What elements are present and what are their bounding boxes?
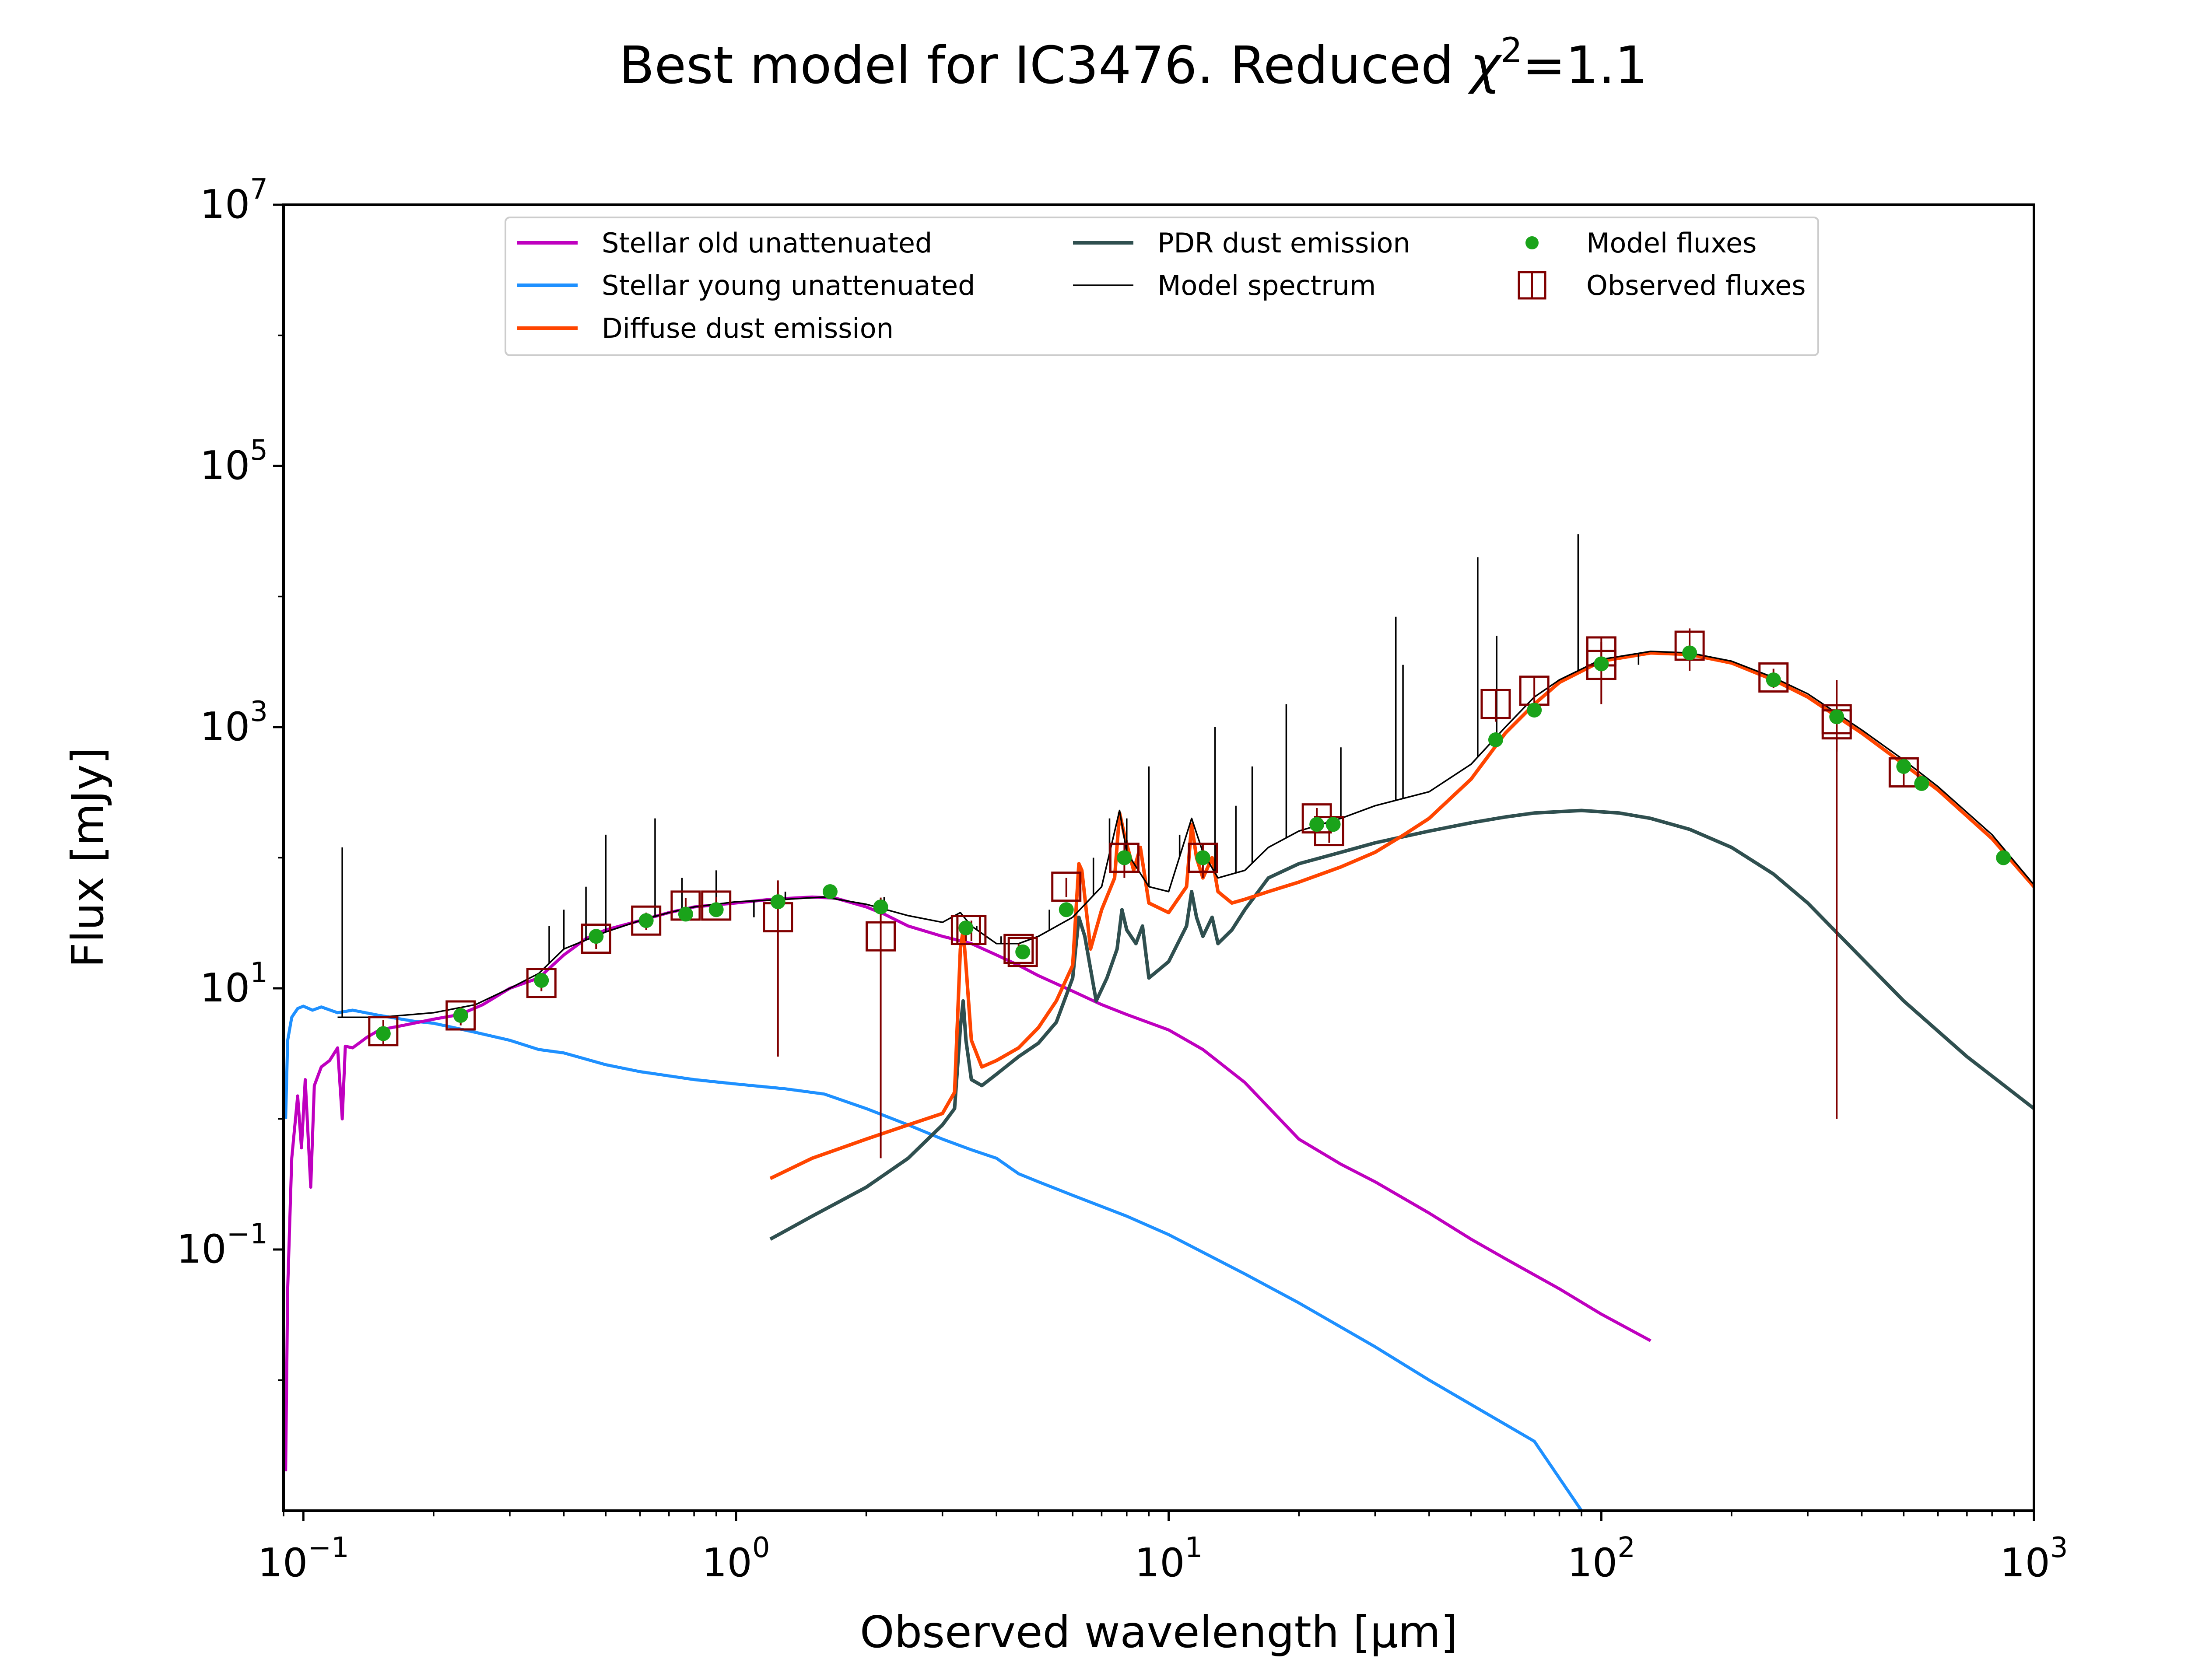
observed-flux-marker bbox=[1188, 843, 1218, 873]
legend-item-model-spectrum: Model spectrum bbox=[1073, 270, 1376, 301]
y-axis: 10−1 101 103 105 107 bbox=[176, 173, 284, 1381]
series-line-stellar-young-unattenuated bbox=[284, 1004, 1583, 1511]
model-flux-point bbox=[958, 920, 974, 935]
model-flux-point bbox=[453, 1008, 468, 1023]
model-flux-point bbox=[1594, 656, 1609, 672]
y-axis-label: Flux [mJy] bbox=[62, 747, 113, 968]
legend-item-model-fluxes: Model fluxes bbox=[1525, 227, 1757, 259]
plot-frame bbox=[282, 203, 2035, 1512]
x-axis: 10−1 100 101 102 103 bbox=[258, 1511, 2068, 1586]
model-flux-point bbox=[1015, 944, 1031, 959]
legend-label: Model fluxes bbox=[1586, 227, 1757, 259]
observed-flux-marker bbox=[631, 905, 662, 936]
observed-flux-marker bbox=[956, 915, 987, 945]
series-line-pdr-dust-emission bbox=[769, 808, 2034, 1241]
observed-flux-marker bbox=[1758, 662, 1789, 693]
model-flux-point bbox=[708, 902, 724, 917]
model-flux-point bbox=[534, 973, 549, 988]
y-tick-label: 103 bbox=[200, 696, 268, 750]
observed-flux-marker bbox=[1888, 757, 1919, 788]
legend-item-stellar-old-unattenuated: Stellar old unattenuated bbox=[517, 227, 932, 259]
observed-flux-marker bbox=[701, 890, 732, 921]
legend-item-stellar-young-unattenuated: Stellar young unattenuated bbox=[517, 270, 975, 301]
legend-swatch bbox=[1525, 236, 1539, 249]
x-axis-label: Observed wavelength [μm] bbox=[860, 1606, 1458, 1658]
model-flux-point bbox=[1996, 850, 2011, 865]
x-tick-label: 101 bbox=[1135, 1532, 1203, 1586]
model-flux-point bbox=[873, 899, 888, 914]
x-tick-label: 102 bbox=[1567, 1532, 1635, 1586]
observed-flux-marker bbox=[581, 924, 611, 954]
legend-label: Stellar old unattenuated bbox=[602, 227, 932, 259]
observed-flux-marker bbox=[1051, 872, 1082, 902]
model-flux-point bbox=[638, 913, 654, 928]
legend-label: Model spectrum bbox=[1157, 270, 1376, 301]
y-tick-label: 107 bbox=[200, 173, 268, 228]
plot-area bbox=[284, 534, 2034, 1511]
model-flux-point bbox=[1766, 672, 1781, 688]
model-flux-point bbox=[1914, 776, 1929, 791]
observed-flux-marker bbox=[526, 968, 557, 998]
legend: Stellar old unattenuated Stellar young un… bbox=[505, 217, 1819, 356]
observed-flux-marker bbox=[368, 1016, 399, 1046]
legend-item-observed-fluxes: Observed fluxes bbox=[1518, 270, 1806, 301]
model-flux-point bbox=[1309, 817, 1325, 832]
x-tick-label: 103 bbox=[2000, 1532, 2068, 1586]
observed-flux-marker bbox=[1480, 689, 1511, 719]
legend-label: PDR dust emission bbox=[1157, 227, 1410, 259]
chart-title: Best model for IC3476. Reduced χ2=1.1 bbox=[619, 31, 1648, 95]
legend-label: Stellar young unattenuated bbox=[602, 270, 975, 301]
model-flux-point bbox=[1488, 732, 1503, 747]
x-tick-label: 100 bbox=[702, 1532, 770, 1586]
model-flux-point bbox=[1829, 709, 1844, 724]
model-flux-point bbox=[1896, 759, 1911, 774]
model-flux-point bbox=[678, 906, 693, 922]
model-flux-point bbox=[1059, 902, 1074, 917]
legend-label: Observed fluxes bbox=[1586, 270, 1806, 301]
model-flux-point bbox=[1325, 817, 1341, 832]
observed-flux-marker bbox=[445, 1000, 476, 1031]
model-flux-point bbox=[375, 1026, 391, 1041]
model-flux-point bbox=[1682, 645, 1697, 661]
x-tick-label: 10−1 bbox=[258, 1532, 349, 1586]
observed-flux-marker bbox=[866, 921, 896, 952]
y-tick-label: 101 bbox=[200, 957, 268, 1011]
series-line-model-spectrum bbox=[337, 651, 2034, 1018]
y-tick-label: 105 bbox=[200, 434, 268, 489]
model-flux-point bbox=[1527, 703, 1542, 718]
legend-item-diffuse-dust-emission: Diffuse dust emission bbox=[517, 312, 894, 344]
legend-item-pdr-dust-emission: PDR dust emission bbox=[1073, 227, 1410, 259]
model-flux-point bbox=[1195, 850, 1210, 865]
legend-label: Diffuse dust emission bbox=[602, 312, 894, 344]
model-flux-point bbox=[589, 929, 604, 944]
model-flux-point bbox=[822, 884, 838, 900]
observed-flux-marker bbox=[1007, 937, 1038, 967]
observed-flux-marker bbox=[1109, 843, 1140, 873]
model-flux-point bbox=[770, 894, 785, 910]
y-tick-label: 10−1 bbox=[176, 1218, 268, 1272]
observed-flux-marker bbox=[1003, 934, 1034, 964]
model-flux-point bbox=[1117, 850, 1132, 865]
legend-box bbox=[505, 217, 1819, 356]
